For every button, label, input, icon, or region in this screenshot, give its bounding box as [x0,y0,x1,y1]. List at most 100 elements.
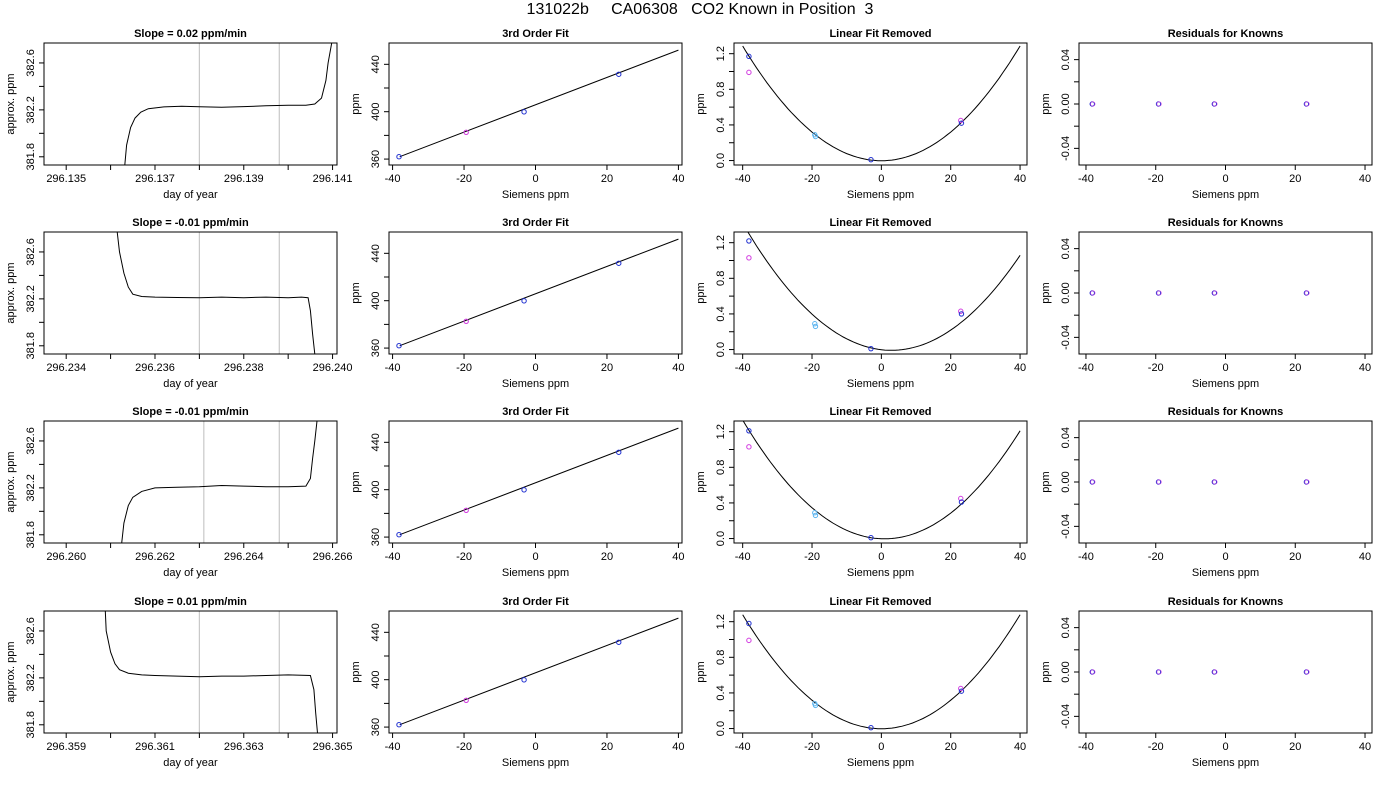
panel-title: Slope = 0.01 ppm/min [134,596,247,608]
data-point-2 [463,318,469,325]
x-tick-label: -40 [735,362,751,374]
y-tick-label: 382.6 [25,617,37,645]
plot-area [121,421,318,543]
x-tick-label: 0 [532,741,538,753]
y-axis-label: ppm [1040,93,1052,114]
x-axis-label: Siemens ppm [1192,567,1259,579]
data-point-1 [746,428,752,434]
y-tick-label: 0.0 [715,153,727,168]
x-tick-label: -20 [804,173,820,185]
x-tick-label: 0 [878,551,884,563]
x-tick-label: 20 [601,741,613,753]
y-axis-label: approx. ppm [5,73,17,134]
x-tick-label: 40 [1014,362,1026,374]
data-point-4 [616,71,622,77]
y-tick-label: 0.00 [1060,282,1072,303]
data-point-3 [521,487,527,493]
x-axis-label: Siemens ppm [1192,189,1259,201]
x-tick-label: 20 [945,362,957,374]
fit-curve [747,232,1021,351]
y-tick-label: -0.04 [1060,514,1072,539]
plot-frame [733,610,1028,734]
panel-residuals-row-2: -40 -20 0 20 40 -0.04 0.00 0.04 Residuals for Kn… [1040,217,1373,390]
y-tick-label: 0.0 [715,342,727,357]
x-tick-label: 40 [672,173,684,185]
y-tick-label: -0.04 [1060,704,1072,729]
x-tick-label: 296.363 [224,741,264,753]
y-tick-label: 382.2 [25,664,37,692]
co2-trace-line [116,232,316,354]
data-point-7 [958,120,965,126]
data-point-5 [868,345,874,352]
panel-title: 3rd Order Fit [502,28,569,40]
data-point-overlay-1 [1090,290,1096,296]
panel-title: Slope = -0.01 ppm/min [132,217,249,229]
x-tick-label: -20 [456,173,472,185]
plot-area [396,617,679,728]
y-tick-label: 382.2 [25,474,37,502]
plot-area [1089,290,1310,296]
co2-trace-line [104,611,318,733]
data-point-overlay-3 [1212,669,1218,675]
y-axis-label: approx. ppm [5,262,17,323]
y-axis-label: approx. ppm [5,451,17,512]
panel-title: Linear Fit Removed [829,596,931,608]
y-tick-label: 0.4 [715,495,727,510]
y-tick-label: 382.6 [25,238,37,266]
x-tick-label: -40 [735,173,751,185]
x-tick-label: 0 [878,173,884,185]
data-point-6 [958,685,964,692]
plot-frame [43,420,338,544]
panel-time-series-row-4: 296.359 296.361 296.363 296.365 381.8 382.2 38… [5,596,352,769]
panel-linear-fit-removed-row-3: -40 -20 0 20 40 0.0 0.4 0.8 1.2 Linear Fit Remove… [695,406,1028,579]
x-tick-label: 40 [1014,173,1026,185]
panel-title: Linear Fit Removed [829,406,931,418]
y-axis-label: ppm [1040,282,1052,303]
y-tick-label: 400 [370,671,382,689]
plot-area [124,43,333,165]
panel-time-series-row-2: 296.234 296.236 296.238 296.240 381.8 382.2 38… [5,217,352,390]
y-axis-label: ppm [350,282,362,303]
x-tick-label: 0 [532,173,538,185]
data-point-1 [746,53,752,60]
data-point-2 [746,255,752,261]
y-axis-label: ppm [695,661,707,682]
x-tick-label: -20 [804,741,820,753]
y-tick-label: 381.8 [25,143,37,171]
x-tick-label: 296.365 [313,741,353,753]
y-tick-label: 382.6 [25,49,37,77]
y-tick-label: 1.2 [715,424,727,439]
plot-frame [1078,231,1373,355]
data-point-3 [521,109,527,115]
y-tick-label: 360 [370,718,382,736]
plot-area [1089,669,1310,675]
y-axis-label: ppm [350,661,362,682]
y-tick-label: 440 [370,244,382,262]
x-tick-label: 40 [1359,741,1371,753]
y-axis-label: ppm [695,471,707,492]
plot-frame [388,231,683,355]
panel-third-order-fit-row-2: -40 -20 0 20 40 360 400 440 3rd Order Fit Siemens… [350,217,685,390]
panel-title: Slope = 0.02 ppm/min [134,28,247,40]
panel-time-series-row-3: 296.260 296.262 296.264 296.266 381.8 382.2 38… [5,406,352,579]
x-tick-label: -20 [804,362,820,374]
panel-linear-fit-removed-row-4: -40 -20 0 20 40 0.0 0.4 0.8 1.2 Linear Fit Remove… [695,596,1028,769]
panel-linear-fit-removed-row-2: -40 -20 0 20 40 0.0 0.4 0.8 1.2 Linear Fit Remove… [695,217,1028,390]
panel-title: Linear Fit Removed [829,217,931,229]
y-tick-label: 0.00 [1060,661,1072,682]
panel-third-order-fit-row-3: -40 -20 0 20 40 360 400 440 3rd Order Fit Siemens… [350,406,685,579]
plot-area [1089,101,1310,107]
x-tick-label: 20 [601,362,613,374]
x-axis-label: Siemens ppm [847,757,914,769]
x-tick-label: 296.238 [224,362,264,374]
y-tick-label: 382.2 [25,285,37,313]
x-tick-label: 40 [1014,551,1026,563]
data-point-overlay-4 [1304,669,1310,675]
fit-line [399,238,679,347]
y-tick-label: 440 [370,55,382,73]
x-axis-label: Siemens ppm [502,567,569,579]
plot-area [742,614,1021,731]
data-point-3 [812,510,818,516]
x-tick-label: 0 [878,741,884,753]
plot-frame [1078,420,1373,544]
